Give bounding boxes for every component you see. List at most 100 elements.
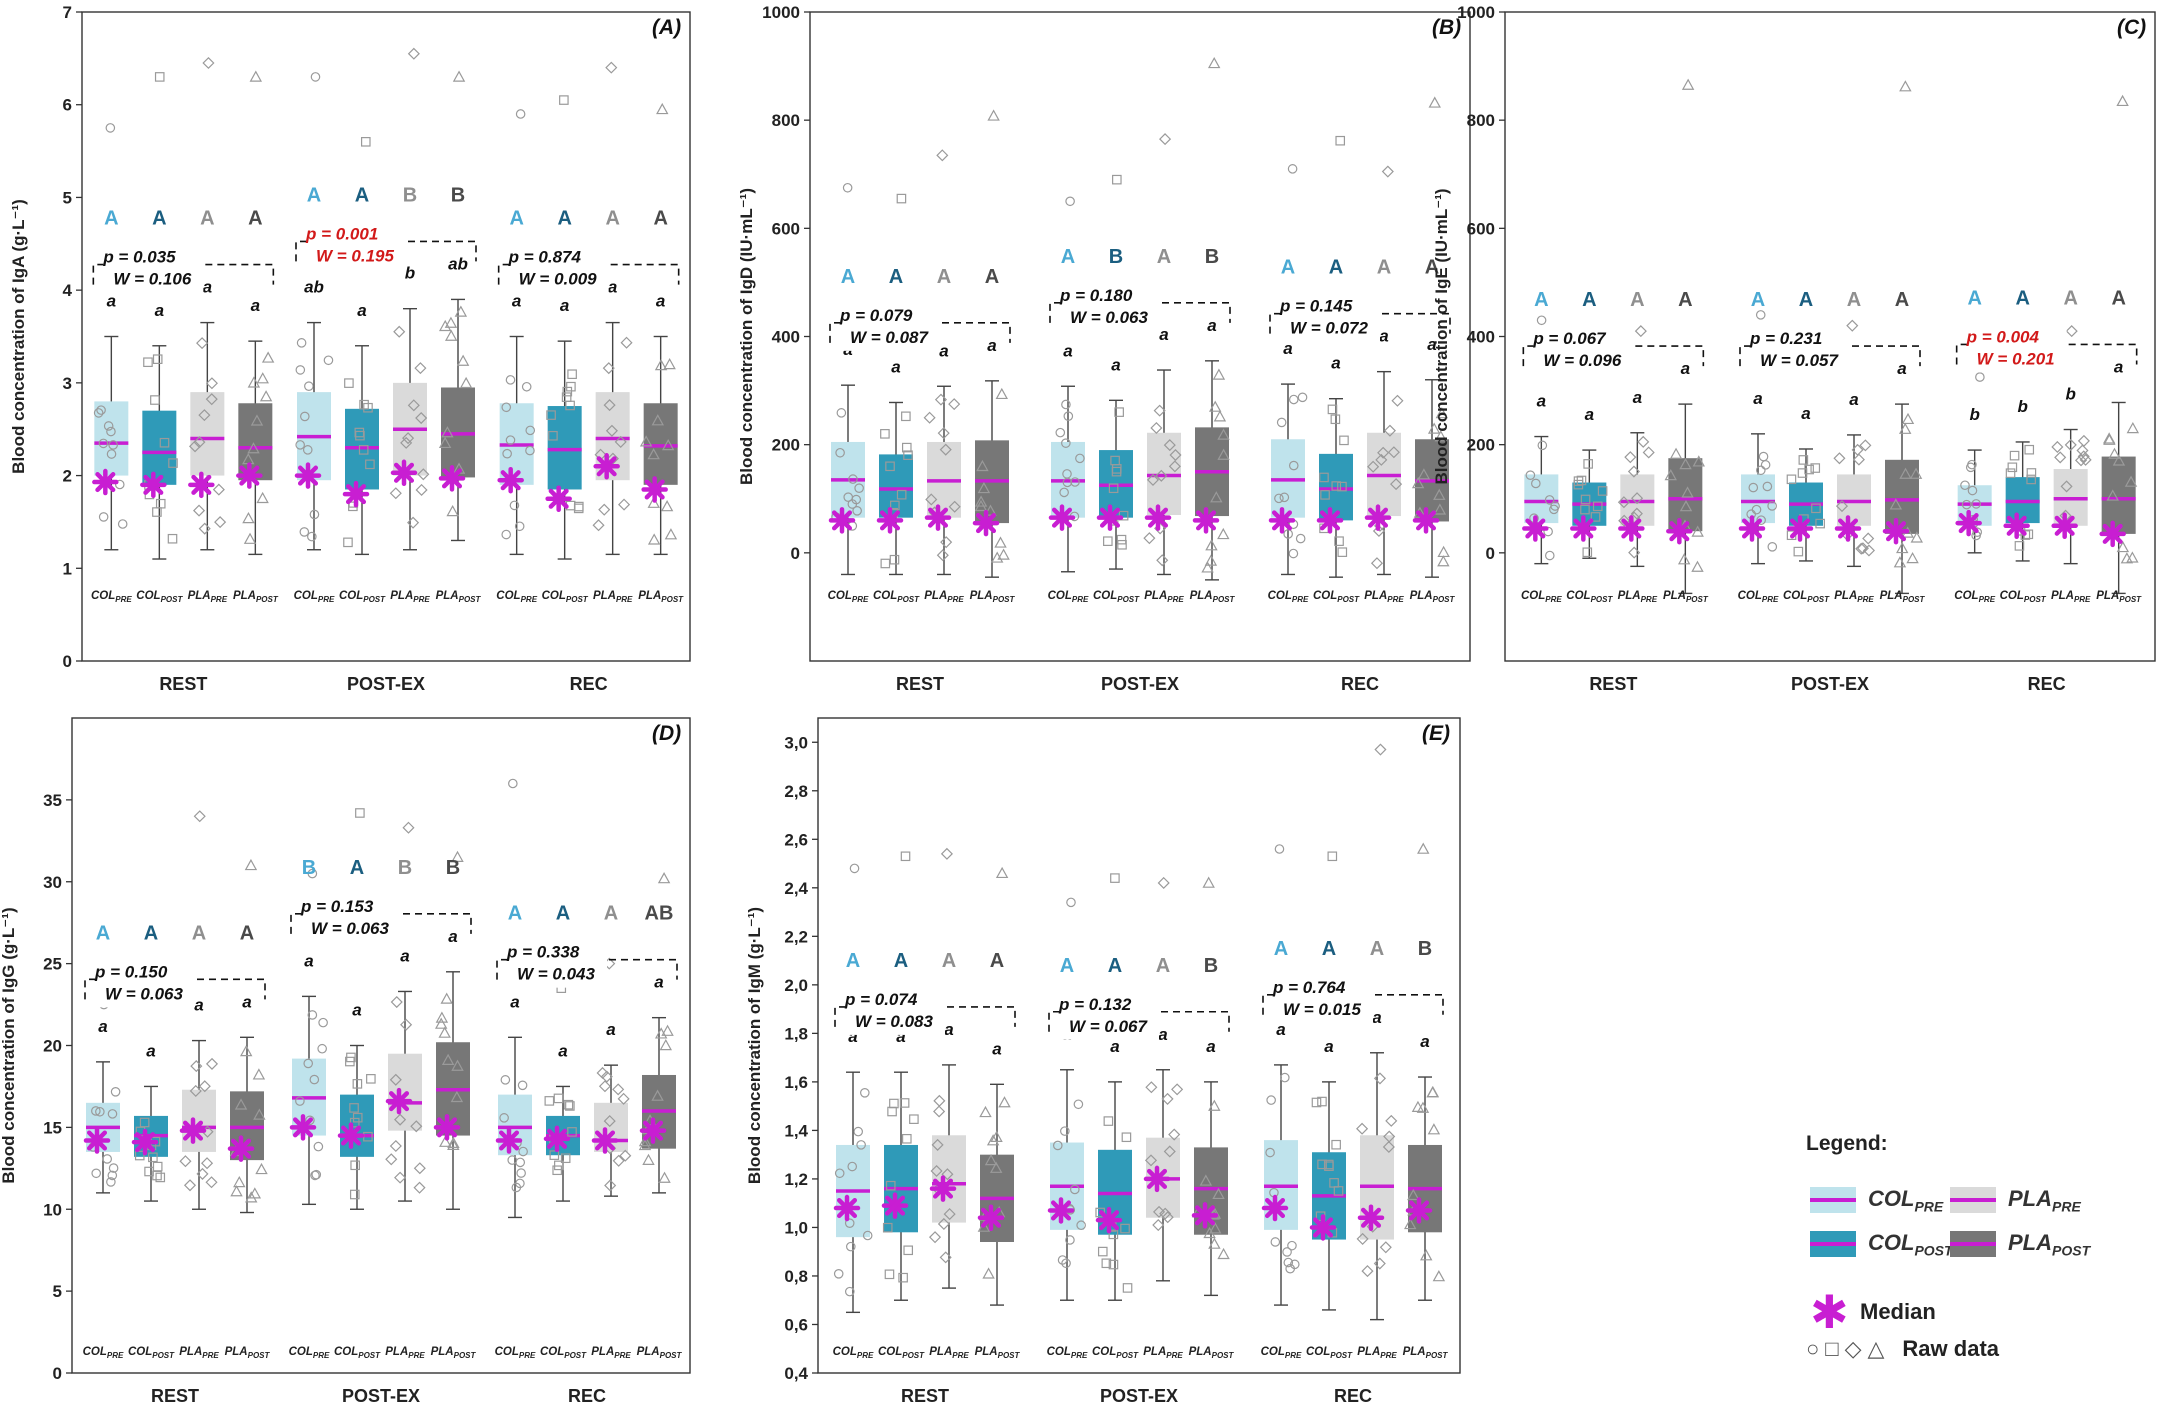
raw-data-point [664,528,678,540]
box-col-post: a A COLPOST [1092,873,1139,1360]
group-label-main: COL [136,590,160,602]
group-label-sub: POST [1212,1351,1235,1360]
raw-data-point [1212,368,1226,380]
iqr-box [643,403,678,485]
raw-data-point [1631,492,1644,505]
raw-data-point [447,1138,460,1150]
group-label-main: COL [495,1346,519,1358]
time-group-rest: RESTaACOLPREaACOLPOSTaAPLAPREaAPLAPOSTp … [83,810,271,1403]
raw-data-point [2020,530,2031,540]
tukey-letter: a [1206,1037,1215,1056]
raw-data-point [1108,1229,1119,1240]
raw-data-point [909,1114,919,1124]
median-asterisk [591,1127,619,1154]
stat-label-bg [508,248,609,293]
group-label: COLPOST [334,1346,381,1360]
tukey-letter: a [1633,388,1642,407]
group-label-sub: PRE [852,595,869,604]
raw-data-point [604,1179,617,1192]
raw-data-point [441,1053,455,1065]
group-label: PLAPOST [638,590,684,604]
raw-data-point [902,1133,912,1144]
group-label-sub: POST [897,595,920,604]
raw-data-point [389,1139,402,1153]
raw-data-point [167,533,178,544]
tukey-letter: b [2065,385,2075,404]
raw-data-point [414,362,427,375]
raw-data-point [614,435,627,448]
raw-data-point [1669,447,1683,459]
raw-data-point [234,1098,248,1110]
y-tick-label: 5 [53,1282,62,1301]
raw-data-point [198,1080,211,1093]
tukey-letter: a [2114,357,2123,376]
raw-data-point [1070,477,1080,487]
group-label-main: COL [1566,590,1590,602]
tukey-letter: ab [448,254,468,273]
raw-data-point [977,481,991,494]
raw-data-point [1692,455,1706,467]
raw-data-point [259,390,273,402]
raw-data-point [1960,480,1970,491]
box-pla-pre: a A PLAPRE [1356,743,1398,1360]
median-asterisk [188,471,215,499]
y-tick-label: 1,6 [784,1073,808,1092]
raw-data-point [1756,515,1766,525]
box-col-pre: a A COLPRE [1268,164,1309,604]
legend-title: Legend: [1806,1132,1888,1155]
raw-data-point [305,1115,315,1126]
tukey-letter: a [606,1020,615,1039]
raw-data-point [168,458,178,468]
asterisk-stroke [436,1117,458,1138]
median-asterisk [1786,515,1814,542]
group-letter: A [200,208,214,230]
raw-data-point [1330,414,1341,425]
asterisk-stroke [393,462,415,483]
raw-data-point [349,1103,359,1113]
raw-data-point [1385,1114,1398,1127]
y-tick-label: 20 [43,1037,62,1056]
raw-data-point [505,375,516,385]
group-label-main: PLA [929,1346,952,1358]
group-label-sub: POST [1337,595,1360,604]
raw-data-point [1893,556,1907,568]
raw-data-point [1967,485,1978,496]
y-tick-label: 2,0 [784,976,808,995]
group-letter: B [302,857,316,879]
tukey-letter: a [1276,1020,1285,1039]
raw-data-point [903,450,913,461]
w-value: W = 0.072 [1290,319,1369,338]
raw-data-point [525,445,535,456]
raw-data-point [1583,459,1593,469]
raw-data-point [567,1127,577,1137]
time-group-rest: RESTaACOLPREaACOLPOSTaAPLAPREaAPLAPOSTp … [828,109,1016,694]
legend-label: PLA [2008,1230,2052,1255]
raw-data-point [1428,96,1441,108]
group-label: PLAPRE [2051,590,2091,604]
raw-data-point [1375,453,1388,466]
raw-data-point [1117,539,1127,550]
raw-data-point [1280,1072,1290,1083]
group-label-sub: POST [1591,595,1614,604]
group-letter: B [446,857,460,879]
raw-data-point [1975,372,1985,382]
raw-data-point [233,1175,246,1188]
raw-data-point [1070,1184,1080,1195]
raw-data-point [295,1096,305,1106]
box-col-pre: a A COLPRE [495,778,536,1360]
raw-data-point [196,1167,209,1180]
raw-data-point [979,1105,992,1118]
raw-data-point [2005,468,2016,478]
raw-data-point [198,522,211,535]
tukey-letter: a [987,336,996,355]
asterisk-stroke [86,1130,108,1151]
raw-data-point [1896,541,1909,554]
tukey-letter: a [242,992,251,1011]
iqr-box [1885,459,1919,534]
iqr-box [190,392,225,476]
raw-data-point [548,430,558,441]
group-letter: A [846,950,860,972]
